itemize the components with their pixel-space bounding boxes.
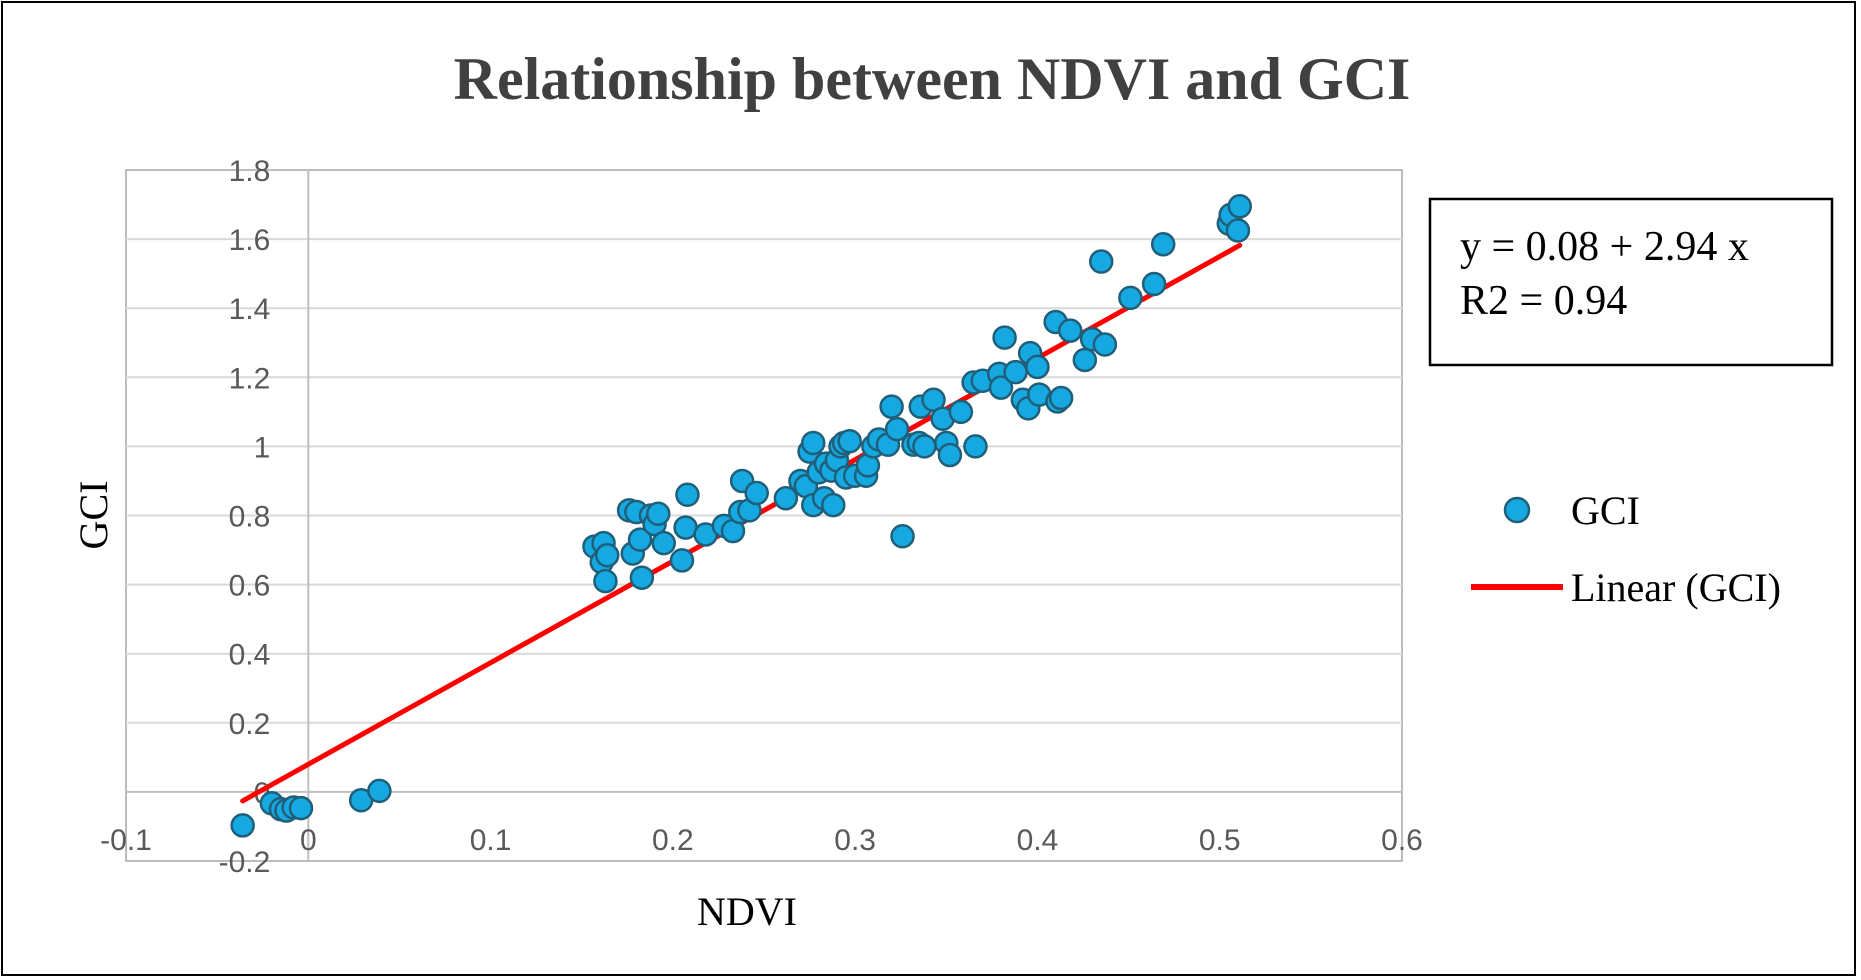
legend-marker-gci — [1503, 496, 1531, 524]
y-tick-label: 1.4 — [229, 293, 271, 326]
y-tick-label: 1 — [254, 431, 271, 464]
scatter-point — [837, 428, 862, 454]
scatter-point — [1227, 194, 1253, 219]
scatter-point — [821, 492, 846, 518]
axes — [126, 170, 1402, 861]
scatter-point — [879, 394, 904, 419]
scatter-point — [1072, 347, 1098, 373]
scatter-point — [673, 515, 698, 540]
y-tick-label: 1.8 — [229, 155, 271, 188]
y-tick-label: 0.6 — [229, 570, 271, 603]
scatter-point — [1092, 332, 1118, 357]
x-tick-label: 0.6 — [1381, 824, 1423, 857]
y-tick-labels: -0.200.20.40.60.811.21.41.61.8 — [219, 155, 271, 879]
x-tick-label: 0.3 — [834, 824, 876, 857]
scatter-point — [1025, 354, 1050, 380]
legend-label-gci: GCI — [1571, 488, 1640, 533]
chart-title: Relationship between NDVI and GCI — [454, 46, 1411, 112]
scatter-point — [890, 523, 915, 549]
scatter-point — [1150, 232, 1176, 257]
x-axis-title: NDVI — [697, 889, 797, 934]
chart-canvas: Relationship between NDVI and GCI -0.2 0 0… — [71, 46, 1834, 934]
y-tick-label: 0.8 — [229, 501, 271, 534]
scatter-point — [937, 442, 963, 468]
scatter-point — [1057, 318, 1083, 343]
r-squared-label: R2 = 0.94 — [1460, 278, 1627, 324]
scatter-point — [800, 430, 826, 456]
y-tick-label: 0.2 — [229, 708, 271, 741]
legend-label-linear: Linear (GCI) — [1571, 565, 1781, 610]
scatter-point — [629, 565, 655, 590]
x-tick-label: -0.1 — [100, 824, 152, 857]
x-tick-label: 0 — [300, 824, 317, 857]
scatter-point — [1225, 218, 1251, 243]
scatter-point — [230, 813, 255, 838]
legend: GCI Linear (GCI) — [1471, 488, 1781, 610]
scatter-point — [367, 778, 392, 804]
scatter-point — [744, 480, 769, 506]
scatter-point — [593, 568, 618, 594]
equation-box: y = 0.08 + 2.94 x R2 = 0.94 — [1428, 197, 1834, 367]
y-axis-title: GCI — [71, 481, 116, 550]
scatter-point — [1048, 385, 1074, 411]
scatter-point — [288, 795, 314, 821]
grid-lines — [126, 238, 1402, 724]
y-tick-label: 0.4 — [229, 639, 271, 672]
scatter-point — [948, 399, 974, 425]
x-tick-label: 0.5 — [1199, 824, 1241, 857]
scatter-point — [1118, 285, 1143, 311]
equation-box-border — [1428, 197, 1834, 367]
x-tick-label: 0.2 — [652, 824, 694, 857]
scatter-point — [675, 482, 700, 508]
y-tick-label: -0.2 — [219, 846, 271, 879]
scatter-point — [594, 542, 620, 568]
regression-equation: y = 0.08 + 2.94 x — [1460, 224, 1749, 270]
scatter-point — [992, 325, 1017, 350]
scatter-points — [230, 194, 1253, 838]
scatter-point — [1003, 359, 1028, 385]
scatter-point — [669, 548, 695, 573]
y-tick-label: 1.6 — [229, 224, 271, 257]
x-tick-labels: -0.1 0 0.1 0.2 0.3 0.4 0.5 0.6 — [100, 824, 1423, 857]
scatter-point — [1088, 249, 1114, 274]
scatter-point — [1141, 271, 1167, 297]
x-tick-label: 0.4 — [1017, 824, 1059, 857]
scatter-point — [627, 527, 653, 552]
scatter-point — [912, 434, 937, 459]
scatter-point — [646, 501, 671, 527]
scatter-point — [884, 416, 910, 442]
x-tick-label: 0.1 — [470, 824, 512, 857]
scatter-point — [651, 530, 676, 556]
scatter-point — [988, 375, 1014, 400]
scatter-point — [963, 434, 988, 459]
scatter-point — [773, 485, 799, 511]
y-tick-label: 1.2 — [229, 362, 271, 395]
